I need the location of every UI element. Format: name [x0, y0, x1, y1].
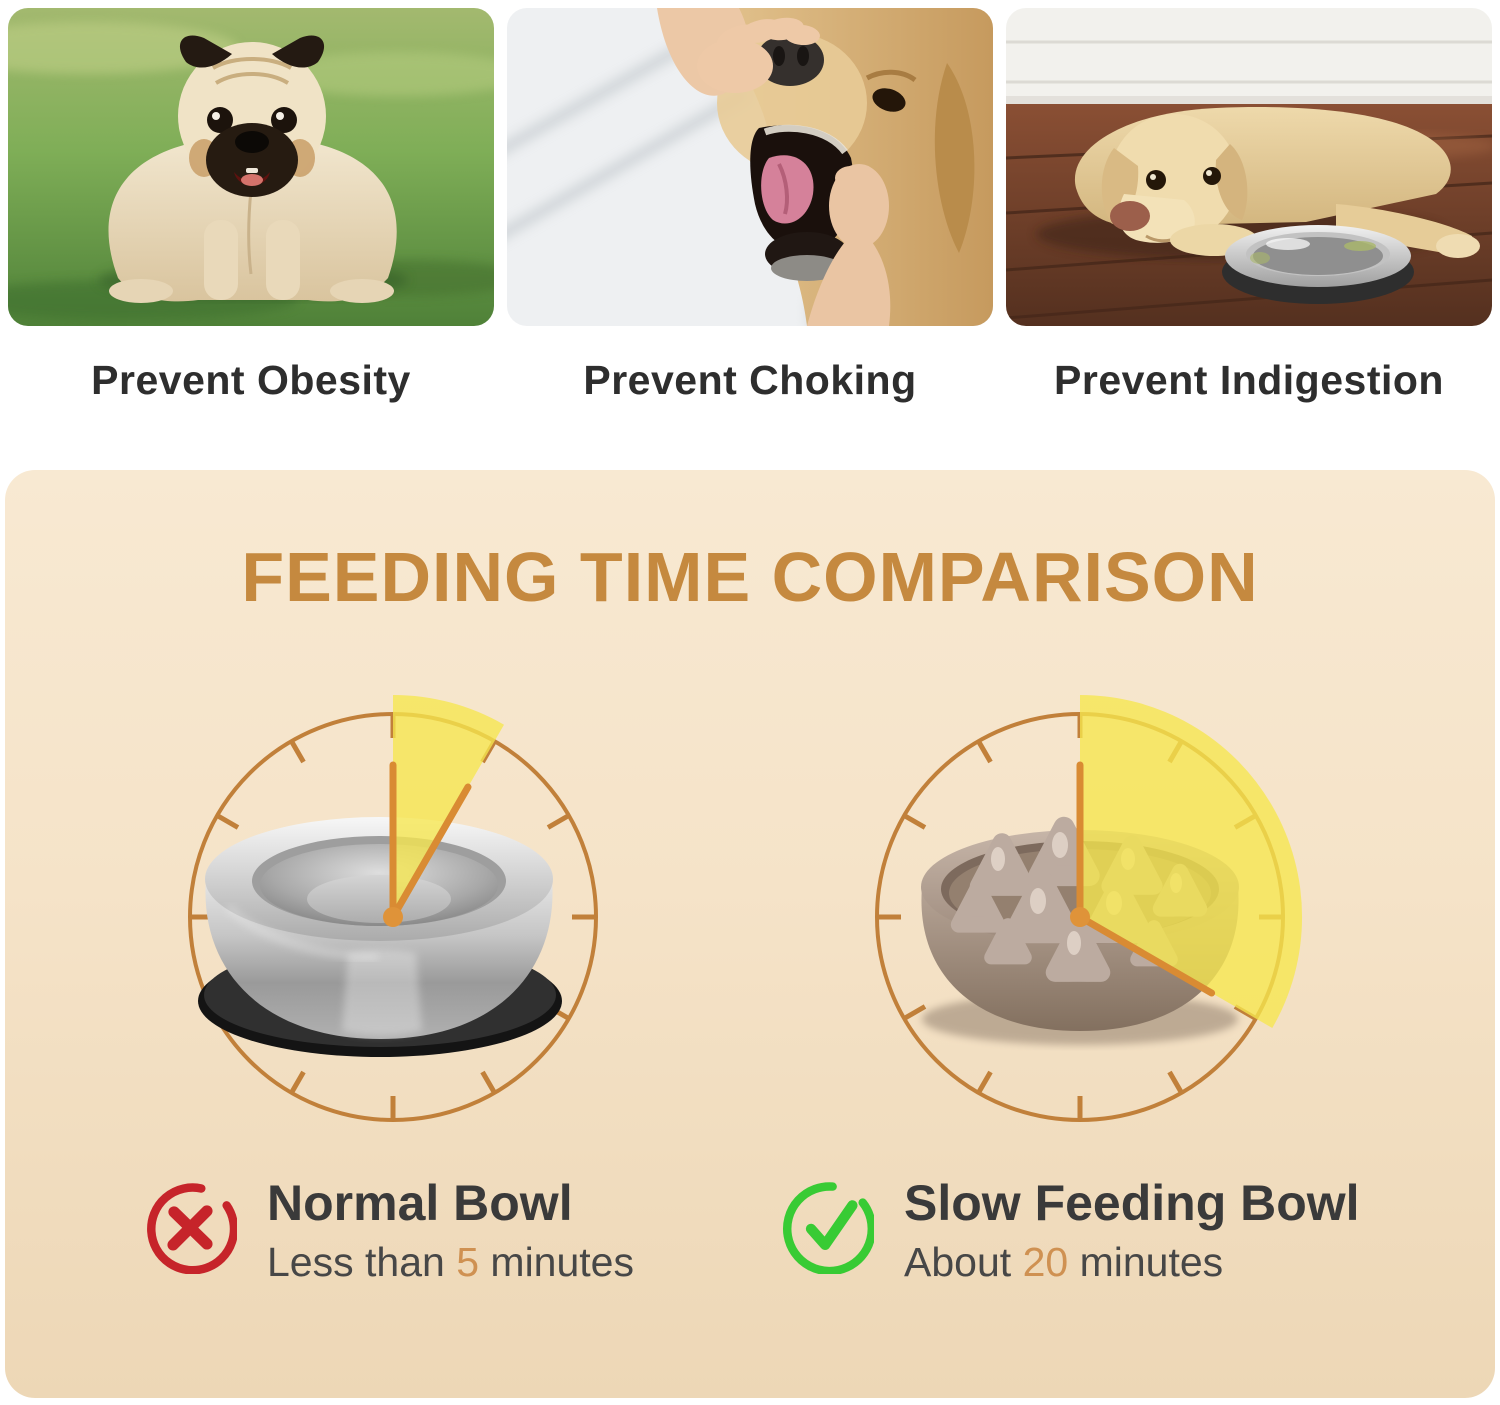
cross-icon [143, 1180, 237, 1274]
bowl-name: Normal Bowl [267, 1175, 573, 1231]
stainless-steel-bowl [198, 817, 562, 1057]
panel-title: FEEDING TIME COMPARISON [241, 538, 1259, 616]
verdict-text: Slow Feeding Bowl About 20 minutes [904, 1176, 1360, 1286]
time-value: 20 [1022, 1239, 1069, 1285]
time-value: 5 [456, 1239, 480, 1285]
clock-normal-bowl [158, 682, 628, 1152]
labrador-illustration [1006, 8, 1492, 326]
feeding-time: Less than 5 minutes [267, 1239, 634, 1285]
benefit-card-choking: Prevent Choking [507, 8, 993, 403]
verdict-normal-bowl: Normal Bowl Less than 5 minutes [143, 1176, 634, 1286]
pug-illustration [8, 8, 494, 326]
photo-prevent-obesity [8, 8, 494, 326]
benefit-caption: Prevent Indigestion [1054, 357, 1444, 403]
time-wedge-5min [393, 695, 504, 917]
clock-slow-bowl [845, 682, 1315, 1152]
verdict-text: Normal Bowl Less than 5 minutes [267, 1176, 634, 1286]
photo-prevent-choking [507, 8, 993, 326]
clock-hands [389, 761, 472, 921]
benefit-caption: Prevent Choking [583, 357, 917, 403]
benefit-card-obesity: Prevent Obesity [8, 8, 494, 403]
benefit-card-indigestion: Prevent Indigestion [1006, 8, 1492, 403]
clock-center-dot [1070, 907, 1090, 927]
clock-face-normal [188, 695, 598, 1122]
benefits-row: Prevent Obesity [8, 8, 1492, 403]
steel-bowl-small [1222, 225, 1414, 304]
clock-face-slow [875, 695, 1303, 1122]
benefit-caption: Prevent Obesity [91, 357, 411, 403]
retriever-mouth-illustration [507, 8, 993, 326]
clock-hands [1076, 761, 1216, 997]
check-icon [780, 1180, 874, 1274]
feeding-time: About 20 minutes [904, 1239, 1224, 1285]
bowl-name: Slow Feeding Bowl [904, 1175, 1360, 1231]
time-wedge-20min [1080, 695, 1303, 1028]
comparison-panel: FEEDING TIME COMPARISON [5, 470, 1495, 1398]
clock-center-dot [383, 907, 403, 927]
photo-prevent-indigestion [1006, 8, 1492, 326]
verdict-slow-feeding-bowl: Slow Feeding Bowl About 20 minutes [780, 1176, 1360, 1286]
